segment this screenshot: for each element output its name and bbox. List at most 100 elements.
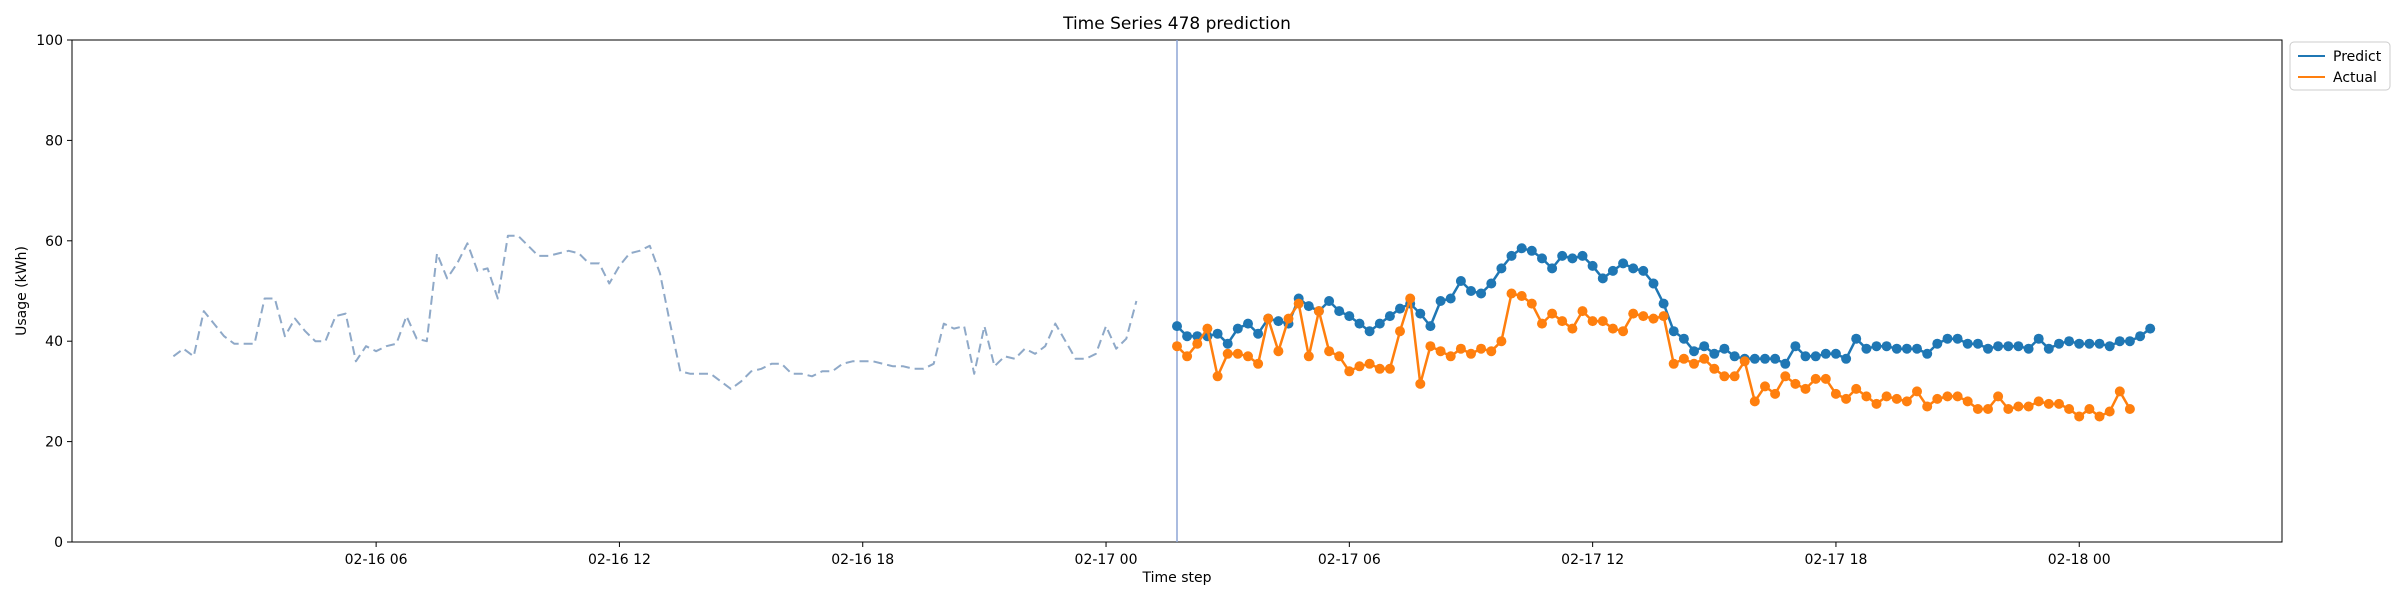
- data-point-actual: [1628, 308, 1639, 319]
- data-point-actual: [1587, 316, 1598, 327]
- x-tick-label: 02-18 00: [2048, 552, 2111, 568]
- data-point-actual: [1344, 366, 1355, 377]
- x-axis: 02-16 06 02-16 12 02-16 18 02-17 00 02-17 06…: [345, 542, 2111, 568]
- data-point-predict: [1324, 296, 1335, 306]
- data-point-actual: [1445, 351, 1456, 362]
- data-point-predict: [1222, 338, 1233, 349]
- data-point-actual: [2084, 404, 2095, 414]
- data-point-actual: [1678, 353, 1689, 364]
- data-point-predict: [1901, 343, 1912, 354]
- data-point-predict: [1435, 296, 1446, 306]
- x-tick-label: 02-16 12: [588, 552, 651, 568]
- data-point-predict: [1496, 263, 1507, 274]
- data-point-predict: [1952, 333, 1963, 344]
- data-point-predict: [1476, 288, 1487, 299]
- data-point-predict: [1303, 301, 1314, 312]
- data-point-predict: [1932, 338, 1943, 349]
- data-point-actual: [1182, 351, 1193, 362]
- data-point-actual: [1334, 351, 1345, 362]
- data-point-predict: [1770, 353, 1781, 364]
- data-point-predict: [1526, 245, 1537, 256]
- data-point-predict: [1182, 331, 1193, 342]
- data-point-actual: [1232, 348, 1243, 359]
- data-point-predict: [1607, 265, 1618, 276]
- data-point-predict: [1891, 343, 1902, 354]
- data-point-predict: [1384, 311, 1395, 322]
- x-tick-label: 02-17 12: [1561, 552, 1624, 568]
- data-point-predict: [1415, 308, 1426, 319]
- data-point-predict: [1699, 341, 1710, 352]
- data-point-predict: [2054, 338, 2064, 349]
- y-tick-label: 60: [45, 234, 63, 250]
- data-point-actual: [1547, 308, 1558, 319]
- data-point-predict: [2114, 336, 2125, 347]
- legend-label-predict: Predict: [2333, 49, 2382, 65]
- data-point-predict: [1830, 348, 1841, 359]
- data-point-actual: [1871, 398, 1882, 409]
- series-layer: [172, 40, 2156, 542]
- y-axis: 0 20 40 60 80 100: [36, 33, 72, 551]
- data-point-actual: [1354, 361, 1365, 372]
- data-point-predict: [1942, 333, 1953, 344]
- data-point-actual: [1962, 396, 1973, 407]
- data-point-predict: [2033, 333, 2044, 344]
- data-point-predict: [2104, 341, 2115, 352]
- data-point-actual: [1841, 393, 1852, 404]
- data-point-actual: [1243, 351, 1253, 362]
- data-point-actual: [2033, 396, 2044, 407]
- data-point-actual: [1476, 343, 1487, 354]
- data-point-predict: [1709, 348, 1720, 359]
- data-point-actual: [2013, 401, 2024, 412]
- data-point-predict: [1972, 338, 1983, 349]
- data-point-predict: [1871, 341, 1882, 352]
- data-point-actual: [1800, 383, 1811, 394]
- data-point-actual: [2023, 401, 2034, 412]
- data-point-predict: [1445, 293, 1456, 304]
- data-point-predict: [1983, 343, 1993, 354]
- data-point-predict: [2094, 338, 2105, 349]
- data-point-predict: [1506, 250, 1517, 261]
- data-point-actual: [1557, 316, 1568, 327]
- data-point-actual: [1384, 363, 1395, 374]
- data-point-actual: [1618, 326, 1629, 337]
- data-point-actual: [1607, 323, 1618, 334]
- data-point-predict: [2013, 341, 2024, 352]
- data-point-predict: [1790, 341, 1801, 352]
- data-point-actual: [1395, 326, 1405, 337]
- data-point-actual: [1425, 341, 1436, 352]
- x-tick-label: 02-17 00: [1075, 552, 1138, 568]
- data-point-predict: [1881, 341, 1892, 352]
- data-point-actual: [1689, 358, 1699, 369]
- data-point-actual: [2064, 404, 2075, 414]
- data-point-predict: [1466, 286, 1476, 296]
- data-point-actual: [1942, 391, 1953, 402]
- data-point-predict: [1232, 323, 1243, 334]
- data-point-predict: [1678, 333, 1689, 344]
- data-point-actual: [1577, 306, 1588, 317]
- data-point-actual: [1526, 298, 1537, 309]
- data-point-predict: [1172, 321, 1182, 332]
- data-point-predict: [1618, 258, 1629, 269]
- data-point-actual: [1293, 298, 1304, 309]
- data-point-actual: [1830, 388, 1841, 399]
- x-tick-label: 02-16 18: [831, 552, 894, 568]
- data-point-actual: [1567, 323, 1578, 334]
- data-point-actual: [1658, 311, 1669, 322]
- data-point-predict: [1689, 346, 1699, 357]
- data-point-predict: [1374, 318, 1385, 329]
- data-point-predict: [2043, 343, 2054, 354]
- data-point-predict: [1334, 306, 1345, 317]
- y-axis-label: Usage (kWh): [14, 246, 30, 336]
- data-point-predict: [1547, 263, 1558, 274]
- data-point-actual: [1709, 363, 1720, 374]
- data-point-predict: [2145, 323, 2156, 334]
- data-point-actual: [1851, 383, 1862, 394]
- data-point-actual: [1415, 378, 1426, 389]
- data-point-predict: [1912, 343, 1922, 354]
- data-point-predict: [2135, 331, 2146, 342]
- data-point-actual: [1222, 348, 1233, 359]
- data-point-actual: [1638, 311, 1649, 322]
- data-point-actual: [2094, 411, 2105, 422]
- data-point-actual: [1668, 358, 1679, 369]
- data-point-predict: [1364, 326, 1375, 337]
